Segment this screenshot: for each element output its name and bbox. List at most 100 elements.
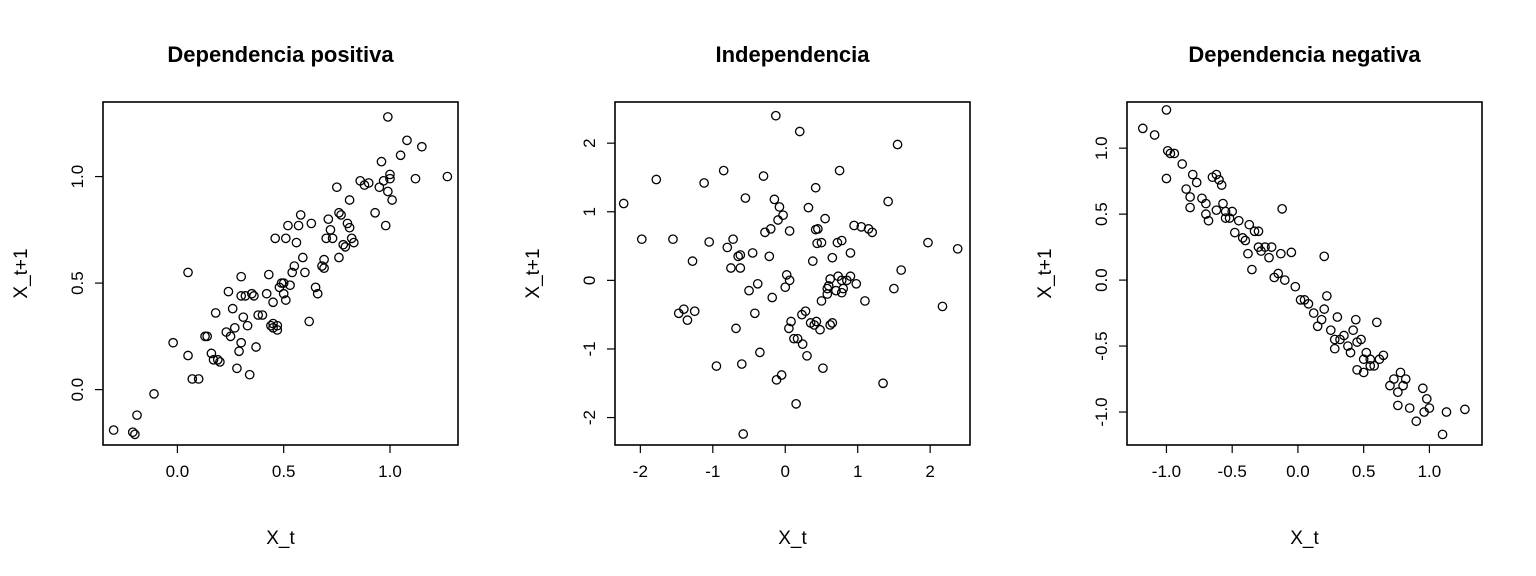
data-point: [1389, 374, 1399, 384]
data-point: [764, 251, 775, 262]
data-point: [383, 112, 393, 122]
data-point: [323, 214, 334, 225]
x-tick-label: 0: [781, 462, 790, 481]
data-point: [1345, 347, 1356, 358]
data-point: [773, 215, 783, 225]
y-tick-label: 0.5: [1092, 202, 1111, 226]
data-point: [383, 186, 393, 197]
data-point: [689, 306, 700, 317]
data-point: [340, 242, 351, 252]
data-point: [1185, 192, 1195, 202]
data-point: [325, 224, 336, 235]
data-point: [410, 173, 421, 184]
x-tick-label: 1: [853, 462, 862, 481]
data-point: [1275, 248, 1286, 259]
data-point: [344, 195, 355, 205]
data-point: [149, 389, 159, 399]
data-point: [1249, 226, 1260, 237]
data-point: [1319, 304, 1330, 314]
data-point: [1247, 264, 1257, 275]
data-point: [1161, 173, 1172, 184]
data-point: [811, 316, 822, 327]
data-point: [442, 171, 453, 182]
data-point: [223, 286, 234, 297]
data-point: [747, 248, 758, 258]
data-point: [1441, 407, 1452, 417]
data-point: [1417, 383, 1428, 394]
data-point: [417, 141, 427, 152]
data-point: [1277, 204, 1287, 214]
data-point: [1162, 145, 1173, 156]
data-point: [236, 271, 247, 282]
data-point: [1214, 174, 1224, 185]
data-point: [1243, 248, 1253, 259]
data-point: [1400, 374, 1411, 384]
data-point: [1240, 235, 1251, 246]
data-point: [937, 301, 948, 312]
data-point: [1191, 177, 1202, 188]
data-point: [755, 347, 765, 358]
data-point: [168, 337, 178, 348]
data-point: [236, 291, 247, 301]
data-point: [130, 429, 140, 440]
data-point: [735, 250, 746, 260]
data-point: [825, 320, 836, 330]
data-point: [831, 285, 841, 296]
data-point: [834, 165, 845, 176]
data-point: [1233, 215, 1244, 226]
data-point: [1266, 242, 1277, 252]
data-point: [827, 318, 838, 328]
data-point: [378, 175, 389, 186]
data-point: [780, 282, 791, 293]
data-point: [818, 363, 828, 374]
data-point: [334, 207, 344, 218]
data-point: [1325, 325, 1336, 336]
data-point: [1352, 364, 1362, 375]
y-tick-label: -2: [580, 410, 599, 425]
x-tick-label: -1.0: [1152, 462, 1181, 481]
data-point: [1411, 416, 1422, 427]
data-point: [202, 331, 213, 342]
data-point: [781, 270, 792, 280]
data-point: [736, 359, 747, 369]
data-point: [244, 369, 255, 380]
data-point: [249, 291, 259, 301]
data-point: [726, 263, 736, 273]
data-point: [319, 263, 329, 274]
data-point: [1358, 367, 1369, 378]
data-point: [336, 210, 346, 220]
y-tick-label: -0.5: [1092, 331, 1111, 360]
data-point: [1339, 330, 1349, 341]
data-point: [767, 292, 778, 303]
data-point: [1216, 180, 1227, 190]
data-point: [293, 220, 304, 231]
data-point: [718, 165, 729, 176]
x-tick-label: -0.5: [1218, 462, 1247, 481]
data-point: [1149, 130, 1160, 140]
data-point: [321, 233, 332, 244]
data-point: [816, 296, 827, 306]
data-point: [682, 315, 693, 325]
data-point: [1201, 209, 1211, 219]
data-point: [1395, 367, 1406, 378]
data-point: [1352, 337, 1362, 347]
data-point: [845, 248, 856, 258]
y-tick-label: -1.0: [1092, 397, 1111, 426]
data-point: [385, 169, 395, 180]
x-tick-label: -1: [705, 462, 720, 481]
data-point: [1404, 403, 1415, 413]
data-point: [770, 110, 781, 121]
data-point: [132, 410, 142, 421]
y-tick-label: 0.0: [1092, 268, 1111, 292]
data-point: [285, 280, 295, 291]
data-point: [738, 429, 749, 439]
data-point: [1319, 251, 1330, 262]
data-point: [851, 278, 862, 289]
data-point: [802, 350, 812, 361]
data-point: [774, 202, 785, 212]
data-point: [385, 173, 395, 184]
data-point: [1419, 407, 1429, 417]
data-point: [348, 237, 359, 248]
data-point: [752, 278, 763, 289]
data-point: [210, 308, 221, 318]
